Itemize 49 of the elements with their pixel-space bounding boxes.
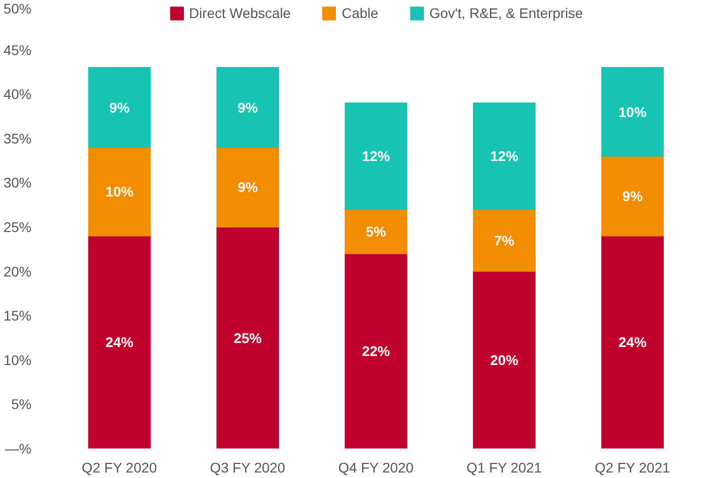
data-label: 9% bbox=[109, 99, 130, 116]
legend-label: Direct Webscale bbox=[189, 5, 291, 21]
data-label: 5% bbox=[366, 223, 387, 240]
bar bbox=[88, 235, 151, 448]
bar bbox=[216, 226, 280, 448]
y-tick-label: 20% bbox=[3, 263, 32, 280]
bar bbox=[472, 270, 536, 448]
y-tick-label: 35% bbox=[3, 130, 32, 146]
bar bbox=[601, 235, 664, 448]
y-tick-label: 45% bbox=[3, 42, 32, 58]
y-tick-label: 50% bbox=[3, 0, 32, 16]
bar bbox=[472, 208, 536, 272]
bar bbox=[88, 67, 151, 148]
data-label: 25% bbox=[234, 330, 262, 346]
data-label: 12% bbox=[362, 148, 391, 164]
y-tick-label: 40% bbox=[3, 86, 32, 102]
data-label: 10% bbox=[618, 104, 648, 120]
data-label: 12% bbox=[490, 148, 519, 164]
legend-label: Gov't, R&E, & Enterprise bbox=[429, 5, 583, 21]
x-tick-label: Q3 FY 2020 bbox=[210, 460, 286, 476]
data-label: 20% bbox=[490, 352, 519, 368]
bar bbox=[216, 67, 280, 148]
data-label: 9% bbox=[238, 99, 258, 116]
data-label: 9% bbox=[622, 188, 644, 204]
bar bbox=[601, 156, 664, 236]
bar bbox=[88, 146, 151, 236]
y-tick-label: 10% bbox=[3, 352, 32, 368]
bar bbox=[344, 253, 408, 448]
data-label: 9% bbox=[238, 179, 258, 196]
y-tick-label: 15% bbox=[3, 308, 32, 324]
legend-label: Cable bbox=[342, 5, 378, 21]
bar bbox=[216, 146, 280, 228]
x-tick-label: Q2 FY 2021 bbox=[594, 460, 670, 476]
y-tick-label: 30% bbox=[3, 174, 32, 191]
x-tick-label: Q2 FY 2020 bbox=[82, 460, 158, 476]
bar bbox=[601, 67, 664, 157]
y-tick-label: 25% bbox=[3, 219, 32, 235]
y-tick-label: 5% bbox=[11, 396, 32, 412]
y-tick-label: —% bbox=[5, 440, 32, 456]
data-label: 24% bbox=[618, 334, 648, 350]
data-label: 24% bbox=[105, 334, 134, 350]
data-label: 22% bbox=[362, 343, 391, 360]
data-label: 10% bbox=[105, 184, 134, 200]
data-label: 7% bbox=[494, 232, 515, 248]
bar bbox=[472, 102, 536, 210]
bar bbox=[344, 208, 408, 254]
x-tick-label: Q4 FY 2020 bbox=[338, 460, 414, 476]
bar bbox=[344, 102, 408, 210]
x-tick-label: Q1 FY 2021 bbox=[466, 460, 542, 476]
